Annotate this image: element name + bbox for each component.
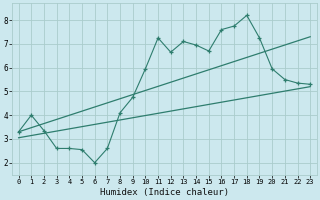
X-axis label: Humidex (Indice chaleur): Humidex (Indice chaleur) [100,188,229,197]
